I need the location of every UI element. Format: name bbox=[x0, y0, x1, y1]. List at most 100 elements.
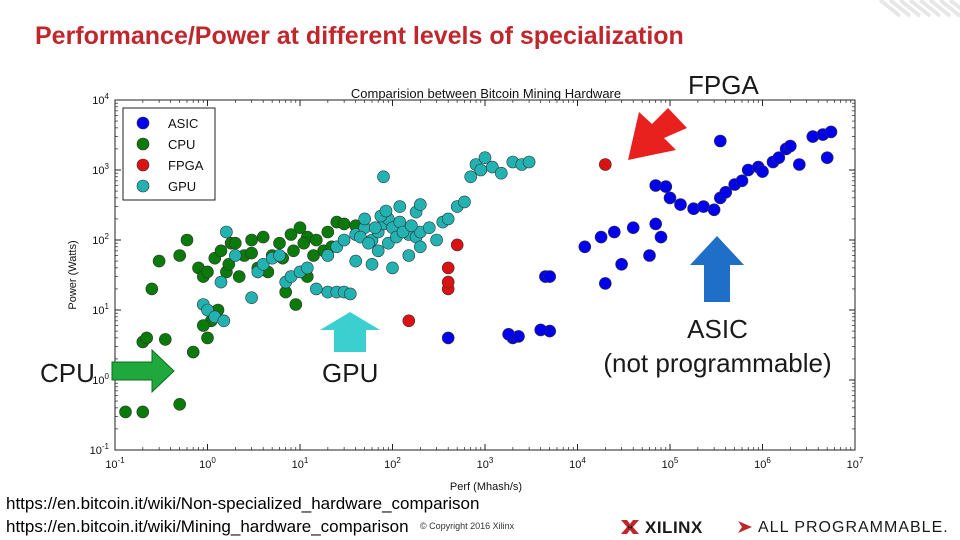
asic-data-point bbox=[772, 151, 786, 164]
cpu-data-point bbox=[337, 217, 351, 231]
gpu-data-point bbox=[229, 249, 242, 262]
asic-data-point bbox=[598, 277, 612, 290]
asic-data-point bbox=[824, 125, 838, 139]
cpu-data-point bbox=[201, 331, 214, 345]
asic-data-point bbox=[783, 139, 797, 153]
gpu-data-point bbox=[464, 170, 478, 184]
x-tick-label: 104 bbox=[569, 456, 586, 471]
x-tick-label: 106 bbox=[754, 456, 771, 471]
asic-data-point bbox=[654, 230, 668, 244]
cpu-data-point bbox=[173, 249, 186, 262]
xilinx-logo: XILINX ALL PROGRAMMABLE. bbox=[621, 514, 951, 540]
asic-data-point bbox=[502, 327, 515, 341]
gpu-data-point bbox=[402, 249, 416, 262]
fpga-arrow bbox=[628, 108, 687, 160]
cpu-data-point bbox=[245, 233, 258, 247]
x-tick-label: 100 bbox=[199, 456, 216, 471]
stripe-line bbox=[938, 0, 960, 18]
asic-data-point bbox=[663, 191, 677, 205]
cpu-data-point bbox=[159, 333, 172, 346]
legend-marker-asic bbox=[136, 116, 150, 130]
gpu-data-point bbox=[220, 225, 233, 239]
stripe-line bbox=[928, 0, 952, 18]
gpu-data-point bbox=[343, 287, 357, 301]
asic-data-point bbox=[792, 158, 806, 171]
cpu-data-point bbox=[309, 233, 323, 247]
cpu-data-point bbox=[136, 405, 150, 419]
cpu-arrow bbox=[111, 348, 175, 394]
cpu-data-point bbox=[232, 270, 246, 283]
gpu-data-point bbox=[371, 244, 385, 258]
asic-data-point bbox=[534, 323, 548, 337]
gpu-data-point bbox=[522, 155, 536, 169]
legend-label-cpu: CPU bbox=[168, 137, 195, 152]
x-tick-label: 105 bbox=[662, 456, 679, 471]
slide-title: Performance/Power at different levels of… bbox=[35, 22, 684, 50]
cpu-data-point bbox=[321, 225, 335, 239]
y-tick-label: 104 bbox=[92, 92, 109, 107]
stripe-line bbox=[878, 0, 902, 18]
gpu-data-point bbox=[349, 254, 363, 268]
cpu-data-point bbox=[140, 331, 153, 345]
gpu-data-point bbox=[379, 204, 393, 218]
cpu-data-point bbox=[273, 236, 286, 250]
stripe-line bbox=[908, 0, 932, 18]
asic-data-point bbox=[643, 249, 656, 262]
gpu-data-point bbox=[337, 233, 351, 247]
gpu-data-point bbox=[458, 195, 471, 209]
cpu-data-point bbox=[307, 249, 320, 262]
gpu-data-point bbox=[396, 225, 410, 239]
gpu-data-point bbox=[485, 160, 499, 174]
legend-marker-cpu bbox=[136, 137, 150, 151]
asic-data-point bbox=[659, 180, 673, 193]
gpu-data-point bbox=[430, 233, 443, 247]
cpu-data-point bbox=[173, 397, 186, 411]
gpu-data-point bbox=[358, 212, 372, 226]
y-tick-label: 101 bbox=[92, 302, 109, 317]
gpu-arrow bbox=[320, 312, 380, 352]
asic-data-point bbox=[649, 217, 663, 231]
stripe-line bbox=[888, 0, 912, 18]
cpu-data-point bbox=[284, 228, 298, 241]
gpu-data-point bbox=[273, 249, 286, 262]
source-link-1[interactable]: https://en.bitcoin.it/wiki/Non-specializ… bbox=[6, 494, 480, 513]
x-axis-label: Perf (Mhash/s) bbox=[450, 481, 522, 493]
cpu-data-point bbox=[289, 298, 303, 311]
gpu-data-point bbox=[474, 163, 488, 177]
gpu-data-point bbox=[413, 198, 427, 211]
asic-data-point bbox=[441, 331, 455, 345]
gpu-data-point bbox=[441, 212, 455, 226]
gpu-data-point bbox=[245, 291, 258, 305]
cpu-data-point bbox=[119, 405, 132, 419]
asic-data-point bbox=[756, 165, 769, 178]
logo-arrow-icon bbox=[738, 521, 752, 533]
cpu-data-point bbox=[287, 244, 300, 258]
asic-data-point bbox=[543, 270, 557, 283]
title-stripe-decoration bbox=[878, 0, 960, 18]
cpu-data-point bbox=[222, 257, 236, 271]
gpu-data-point bbox=[309, 282, 323, 296]
cpu-data-point bbox=[145, 282, 159, 296]
x-tick-label: 101 bbox=[292, 456, 309, 471]
cpu-data-point bbox=[245, 246, 258, 260]
asic-data-point bbox=[707, 203, 721, 217]
asic-annotation-line2: (not programmable) bbox=[603, 348, 832, 378]
asic-data-point bbox=[674, 198, 687, 211]
gpu-data-point bbox=[478, 151, 492, 164]
source-links: https://en.bitcoin.it/wiki/Non-specializ… bbox=[6, 492, 479, 538]
cpu-data-point bbox=[297, 236, 311, 250]
gpu-data-point bbox=[422, 221, 436, 234]
gpu-data-point bbox=[214, 275, 228, 289]
asic-data-point bbox=[607, 225, 621, 239]
stripe-line bbox=[918, 0, 942, 18]
gpu-data-point bbox=[300, 261, 314, 275]
asic-data-point bbox=[713, 134, 727, 148]
asic-data-point bbox=[820, 151, 834, 164]
cpu-data-point bbox=[197, 319, 210, 332]
source-link-2[interactable]: https://en.bitcoin.it/wiki/Mining_hardwa… bbox=[6, 517, 409, 536]
cpu-data-point bbox=[214, 244, 228, 258]
asic-arrow bbox=[690, 236, 744, 302]
fpga-data-point bbox=[598, 158, 612, 171]
y-tick-label: 102 bbox=[92, 232, 109, 247]
